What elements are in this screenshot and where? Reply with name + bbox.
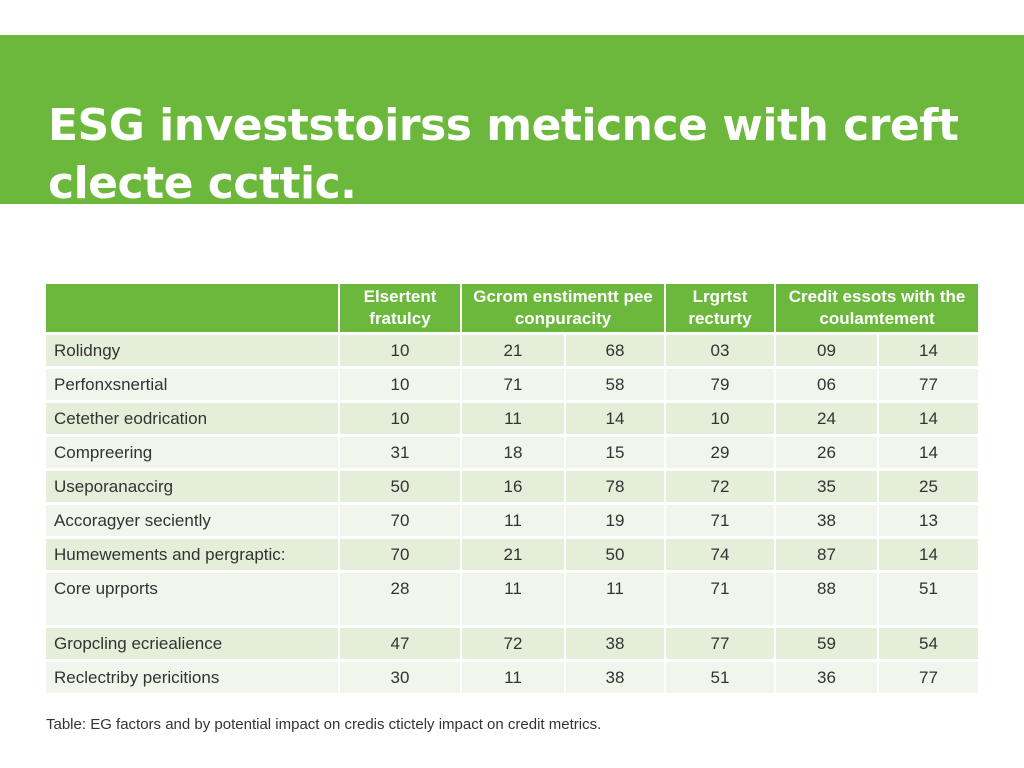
table-cell: 10 <box>340 403 460 434</box>
table-cell: 26 <box>776 437 878 468</box>
table-cell: 11 <box>462 573 564 625</box>
table-cell: 35 <box>776 471 878 502</box>
table-row: Gropcling ecriealience 47 72 38 77 59 54 <box>46 628 979 659</box>
table-caption: Table: EG factors and by potential impac… <box>46 716 602 733</box>
table-cell: 11 <box>566 573 665 625</box>
row-label: Gropcling ecriealience <box>46 628 338 659</box>
table-cell: 14 <box>566 403 665 434</box>
table-row: Core uprports 28 11 11 71 88 51 <box>46 573 979 625</box>
table-cell: 77 <box>879 369 979 400</box>
header-cell: Lrgrtst recturty <box>666 284 775 332</box>
table-cell: 54 <box>879 628 979 659</box>
table-cell: 51 <box>879 573 979 625</box>
table-cell: 50 <box>340 471 460 502</box>
table-cell: 58 <box>566 369 665 400</box>
table-cell: 14 <box>879 403 979 434</box>
table-cell: 15 <box>566 437 665 468</box>
table-cell: 29 <box>666 437 775 468</box>
row-label: Accoragyer seciently <box>46 505 338 536</box>
table-cell: 13 <box>879 505 979 536</box>
title-banner: ESG investstoirss meticnce with creft cl… <box>0 35 1024 209</box>
table-cell: 74 <box>666 539 775 570</box>
table-cell: 03 <box>666 335 775 366</box>
table-cell: 18 <box>462 437 564 468</box>
table-cell: 09 <box>776 335 878 366</box>
row-label: Perfonxsnertial <box>46 369 338 400</box>
table-cell: 78 <box>566 471 665 502</box>
table-cell: 51 <box>666 662 775 693</box>
row-label: Useporanaccirg <box>46 471 338 502</box>
table-cell: 06 <box>776 369 878 400</box>
table-cell: 19 <box>566 505 665 536</box>
table-row: Cetether eodrication 10 11 14 10 24 14 <box>46 403 979 434</box>
table-cell: 14 <box>879 335 979 366</box>
table-row: Perfonxsnertial 10 71 58 79 06 77 <box>46 369 979 400</box>
table-cell: 10 <box>340 335 460 366</box>
table-row: Humewements and pergraptic: 70 21 50 74 87 14 <box>46 539 979 570</box>
row-label: Cetether eodrication <box>46 403 338 434</box>
table-cell: 38 <box>776 505 878 536</box>
table-cell: 31 <box>340 437 460 468</box>
table-cell: 11 <box>462 403 564 434</box>
table-cell: 71 <box>666 505 775 536</box>
row-label: Humewements and pergraptic: <box>46 539 338 570</box>
table-cell: 70 <box>340 505 460 536</box>
table-cell: 71 <box>666 573 775 625</box>
table-cell: 68 <box>566 335 665 366</box>
table-cell: 72 <box>462 628 564 659</box>
row-label: Reclectriby pericitions <box>46 662 338 693</box>
table-row: Rolidngy 10 21 68 03 09 14 <box>46 335 979 366</box>
table-cell: 28 <box>340 573 460 625</box>
esg-table: Elsertent fratulcy Gcrom enstimentt pee … <box>44 281 980 696</box>
table-cell: 30 <box>340 662 460 693</box>
table-row: Compreering 31 18 15 29 26 14 <box>46 437 979 468</box>
table-cell: 14 <box>879 539 979 570</box>
table-cell: 10 <box>666 403 775 434</box>
table-row: Useporanaccirg 50 16 78 72 35 25 <box>46 471 979 502</box>
table-cell: 36 <box>776 662 878 693</box>
table-cell: 79 <box>666 369 775 400</box>
row-label: Core uprports <box>46 573 338 625</box>
table-cell: 10 <box>340 369 460 400</box>
table-cell: 21 <box>462 335 564 366</box>
table-cell: 14 <box>879 437 979 468</box>
table-cell: 11 <box>462 505 564 536</box>
header-cell: Elsertent fratulcy <box>340 284 460 332</box>
table-cell: 88 <box>776 573 878 625</box>
table-cell: 25 <box>879 471 979 502</box>
table-cell: 72 <box>666 471 775 502</box>
table-cell: 38 <box>566 662 665 693</box>
table-cell: 87 <box>776 539 878 570</box>
table-cell: 24 <box>776 403 878 434</box>
table-cell: 47 <box>340 628 460 659</box>
table-cell: 16 <box>462 471 564 502</box>
table-cell: 71 <box>462 369 564 400</box>
header-cell: Credit essots with the coulamtement <box>776 284 979 332</box>
table-cell: 38 <box>566 628 665 659</box>
row-label: Compreering <box>46 437 338 468</box>
row-label: Rolidngy <box>46 335 338 366</box>
table-row: Reclectriby pericitions 30 11 38 51 36 77 <box>46 662 979 693</box>
table-cell: 77 <box>879 662 979 693</box>
table-cell: 50 <box>566 539 665 570</box>
header-cell: Gcrom enstimentt pee conpuracity <box>462 284 665 332</box>
table-cell: 59 <box>776 628 878 659</box>
page-title: ESG investstoirss meticnce with creft cl… <box>48 100 959 209</box>
table-row: Accoragyer seciently 70 11 19 71 38 13 <box>46 505 979 536</box>
table-cell: 21 <box>462 539 564 570</box>
table-cell: 77 <box>666 628 775 659</box>
table-cell: 70 <box>340 539 460 570</box>
table-cell: 11 <box>462 662 564 693</box>
header-cell <box>46 284 338 332</box>
table-header-row: Elsertent fratulcy Gcrom enstimentt pee … <box>46 284 979 332</box>
